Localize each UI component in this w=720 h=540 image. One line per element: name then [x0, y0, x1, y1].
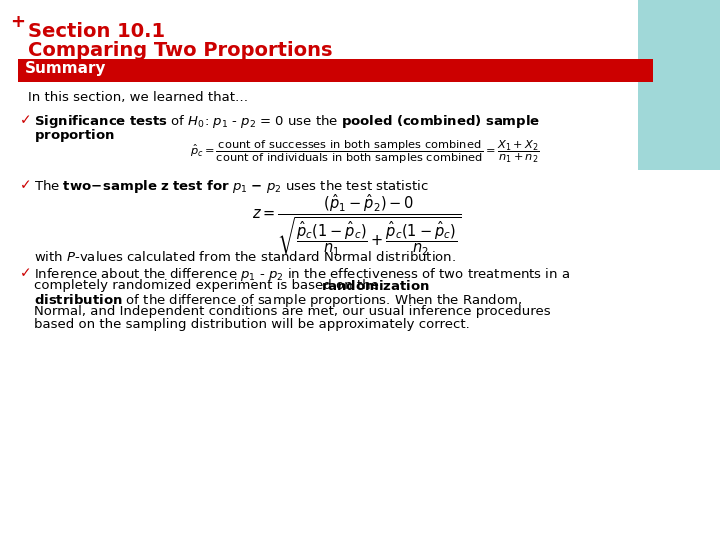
Text: $\mathbf{randomization}$: $\mathbf{randomization}$	[321, 279, 430, 293]
Text: $\mathbf{distribution}$ of the difference of sample proportions. When the Random: $\mathbf{distribution}$ of the differenc…	[34, 292, 522, 309]
Text: ✓: ✓	[20, 266, 32, 280]
Text: Section 10.1: Section 10.1	[28, 22, 165, 41]
Text: based on the sampling distribution will be approximately correct.: based on the sampling distribution will …	[34, 318, 469, 331]
Text: +: +	[10, 13, 25, 31]
Text: The $\mathbf{two\!-\!sample}\ \mathbf{z}\ \mathbf{test\ for}\ \mathbf{\it{p}_1}\: The $\mathbf{two\!-\!sample}\ \mathbf{z}…	[34, 178, 429, 195]
Text: Summary: Summary	[25, 60, 107, 76]
Text: $\mathbf{proportion}$: $\mathbf{proportion}$	[34, 127, 114, 144]
FancyBboxPatch shape	[638, 0, 720, 170]
Text: Normal, and Independent conditions are met, our usual inference procedures: Normal, and Independent conditions are m…	[34, 305, 551, 318]
Text: completely randomized experiment is based on the: completely randomized experiment is base…	[34, 279, 383, 292]
Text: ✓: ✓	[20, 113, 32, 127]
Text: In this section, we learned that…: In this section, we learned that…	[28, 91, 248, 104]
Text: $\hat{p}_c = \dfrac{\mathrm{count\ of\ successes\ in\ both\ samples\ combined}}{: $\hat{p}_c = \dfrac{\mathrm{count\ of\ s…	[190, 138, 539, 166]
Text: with $P$-values calculated from the standard Normal distribution.: with $P$-values calculated from the stan…	[34, 250, 456, 264]
Text: $z = \dfrac{(\hat{p}_1 - \hat{p}_2) - 0}{\sqrt{\dfrac{\hat{p}_c(1-\hat{p}_c)}{n_: $z = \dfrac{(\hat{p}_1 - \hat{p}_2) - 0}…	[252, 193, 461, 259]
FancyBboxPatch shape	[18, 59, 653, 82]
Text: $\mathbf{Significance\ tests}$ of $H_0$: $p_1$ - $p_2$ = 0 use the $\mathbf{pool: $\mathbf{Significance\ tests}$ of $H_0$:…	[34, 113, 540, 130]
Text: Inference about the difference $p_1$ - $p_2$ in the effectiveness of two treatme: Inference about the difference $p_1$ - $…	[34, 266, 570, 283]
Text: Comparing Two Proportions: Comparing Two Proportions	[28, 41, 333, 60]
Text: ✓: ✓	[20, 178, 32, 192]
